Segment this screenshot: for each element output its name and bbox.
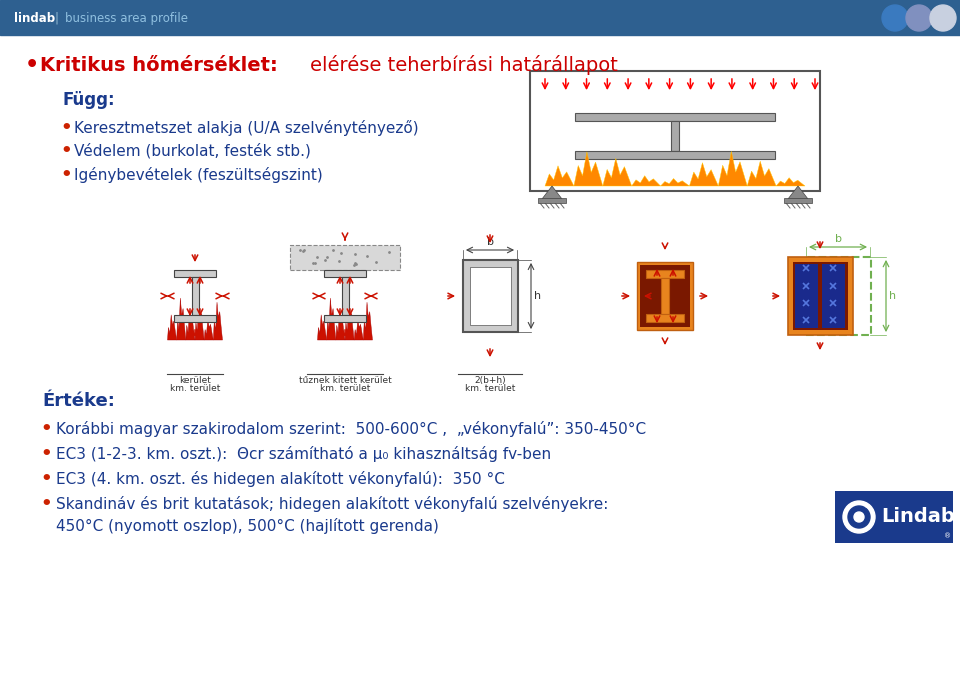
Text: kerület: kerület	[180, 376, 211, 385]
Polygon shape	[177, 298, 186, 340]
Bar	[463, 260, 518, 332]
Text: business area profile: business area profile	[65, 12, 188, 24]
Circle shape	[854, 512, 864, 522]
Polygon shape	[689, 162, 718, 186]
Text: •: •	[40, 445, 52, 463]
Text: •: •	[60, 142, 72, 160]
Text: •: •	[60, 166, 72, 184]
Circle shape	[906, 5, 932, 31]
Bar	[806, 257, 871, 335]
Bar	[818, 264, 822, 328]
Polygon shape	[632, 176, 660, 186]
Polygon shape	[213, 302, 223, 340]
Text: Keresztmetszet alakja (U/A szelvénytényező): Keresztmetszet alakja (U/A szelvényténye…	[74, 120, 419, 136]
Polygon shape	[195, 304, 204, 340]
Bar	[637, 262, 693, 330]
Bar	[290, 245, 400, 270]
Text: •: •	[40, 495, 52, 513]
Text: EC3 (1-2-3. km. oszt.):  Θcr számítható a μ₀ kihasználtság fv-ben: EC3 (1-2-3. km. oszt.): Θcr számítható a…	[56, 446, 551, 462]
Text: EC3 (4. km. oszt. és hidegen alakított vékonyfalú):  350 °C: EC3 (4. km. oszt. és hidegen alakított v…	[56, 471, 505, 487]
Polygon shape	[788, 186, 808, 199]
Bar	[795, 264, 818, 328]
Circle shape	[930, 5, 956, 31]
Text: |: |	[54, 12, 58, 24]
Bar	[646, 314, 684, 322]
Polygon shape	[574, 152, 603, 186]
Text: h: h	[534, 291, 541, 301]
Text: •: •	[60, 119, 72, 137]
Polygon shape	[603, 158, 632, 186]
Polygon shape	[336, 310, 345, 340]
Polygon shape	[718, 151, 747, 186]
Text: ®: ®	[944, 533, 951, 539]
Text: 2(b+h): 2(b+h)	[474, 376, 506, 385]
Polygon shape	[363, 302, 372, 340]
Polygon shape	[318, 315, 326, 340]
Polygon shape	[204, 319, 213, 340]
Polygon shape	[542, 186, 562, 199]
Text: elérése teherbírási határállapot: elérése teherbírási határállapot	[310, 55, 618, 75]
Text: b: b	[834, 234, 842, 244]
Polygon shape	[660, 178, 689, 186]
Circle shape	[848, 506, 870, 528]
Polygon shape	[545, 166, 574, 186]
Text: Skandináv és brit kutatások; hidegen alakított vékonyfalú szelvényekre:: Skandináv és brit kutatások; hidegen ala…	[56, 496, 609, 512]
Text: tűznek kitett kerület: tűznek kitett kerület	[299, 376, 392, 385]
Bar	[192, 277, 199, 315]
Bar	[530, 71, 820, 191]
Polygon shape	[167, 315, 177, 340]
Text: •: •	[25, 55, 39, 75]
Bar	[575, 151, 775, 159]
Bar	[661, 278, 669, 314]
Text: 450°C (nyomott oszlop), 500°C (hajlított gerenda): 450°C (nyomott oszlop), 500°C (hajlított…	[56, 518, 439, 534]
Bar	[174, 270, 216, 277]
Text: •: •	[40, 420, 52, 438]
Text: km. terület: km. terület	[170, 384, 220, 393]
Bar	[646, 270, 684, 278]
Bar	[470, 267, 511, 325]
Polygon shape	[354, 319, 363, 340]
Bar	[0, 0, 960, 35]
Bar	[538, 198, 566, 203]
Text: km. terület: km. terület	[465, 384, 516, 393]
Text: b: b	[487, 237, 493, 247]
Bar	[671, 121, 679, 151]
Circle shape	[843, 501, 875, 533]
Text: lindab: lindab	[14, 12, 55, 24]
Text: Kritikus hőmérséklet:: Kritikus hőmérséklet:	[40, 55, 277, 75]
Polygon shape	[747, 161, 776, 186]
Text: Igénybevételek (feszültségszint): Igénybevételek (feszültségszint)	[74, 167, 323, 183]
Text: Értéke:: Értéke:	[42, 392, 115, 410]
Bar	[324, 270, 366, 277]
Bar	[324, 315, 366, 322]
Bar	[793, 262, 848, 330]
Text: Védelem (burkolat, festék stb.): Védelem (burkolat, festék stb.)	[74, 143, 311, 159]
Circle shape	[882, 5, 908, 31]
Text: Lindab: Lindab	[881, 507, 955, 527]
Polygon shape	[345, 304, 354, 340]
Text: Függ:: Függ:	[62, 91, 114, 109]
Bar	[575, 113, 775, 121]
Bar	[174, 315, 216, 322]
Polygon shape	[186, 310, 195, 340]
Bar	[784, 198, 812, 203]
Bar	[788, 257, 853, 335]
Bar	[640, 265, 690, 327]
Polygon shape	[326, 298, 336, 340]
Text: km. terület: km. terület	[320, 384, 371, 393]
Text: h: h	[889, 291, 896, 301]
Text: •: •	[40, 470, 52, 488]
Polygon shape	[776, 178, 805, 186]
Text: Korábbi magyar szakirodalom szerint:  500-600°C ,  „vékonyfalú”: 350-450°C: Korábbi magyar szakirodalom szerint: 500…	[56, 421, 646, 437]
Bar	[822, 264, 845, 328]
Bar	[342, 277, 349, 315]
Bar	[835, 491, 953, 543]
